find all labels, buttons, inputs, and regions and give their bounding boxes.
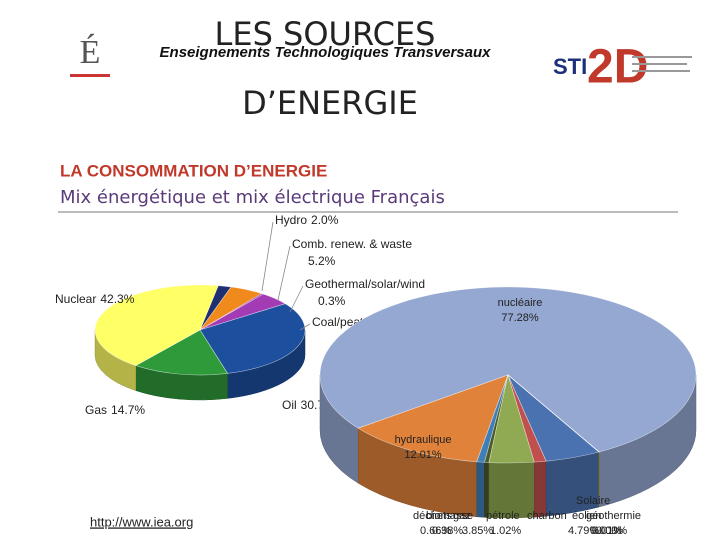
value-label: 2.0% xyxy=(311,213,339,227)
slice-label: Nuclear 42.3% xyxy=(55,292,135,306)
slice-label: Coal/peat xyxy=(312,315,364,329)
section-subheading: Mix énergétique et mix électrique França… xyxy=(60,187,445,208)
category-label: éolien xyxy=(572,510,601,522)
slice-label: Gas 14.7% xyxy=(85,403,145,417)
logo-left-box xyxy=(62,40,112,90)
leader-line xyxy=(261,221,274,292)
logo-right-2d: 2D xyxy=(587,41,648,94)
slice xyxy=(135,329,229,376)
category-label: Comb. renew. & waste xyxy=(292,237,412,251)
banner: Enseignements Technologiques Transversau… xyxy=(160,44,492,61)
value-label: 0.3% xyxy=(318,294,346,308)
logo-right-line xyxy=(632,63,687,65)
category-label: Gas xyxy=(85,403,107,417)
category-label: Coal/peat xyxy=(312,315,364,329)
logo-left: É xyxy=(80,34,101,71)
category-label: hydraulique xyxy=(395,434,452,446)
value-label: 5.2% xyxy=(308,254,336,268)
value-label: 14.7% xyxy=(111,403,145,417)
slide-title-line2: D’ENERGIE xyxy=(242,84,418,122)
section-heading: LA CONSOMMATION D’ENERGIE xyxy=(60,161,327,180)
logo-right-sti: STI xyxy=(553,54,587,79)
category-label: Solaire xyxy=(576,495,610,507)
value-label: 0.01% xyxy=(592,525,623,537)
logo-right-line xyxy=(632,56,692,58)
value-label: 0.00% xyxy=(596,525,627,537)
category-label: géothermie xyxy=(586,510,641,522)
leader-line xyxy=(289,285,304,313)
value-label: 1.02% xyxy=(490,525,521,537)
category-label: Geothermal/solar/wind xyxy=(305,277,425,291)
value-label: 3.85% xyxy=(462,525,493,537)
value-label: 0.00% xyxy=(590,525,621,537)
category-label: nucléaire xyxy=(498,297,543,309)
separator xyxy=(58,211,678,213)
value-label: 0.38% xyxy=(432,525,463,537)
slice-label: Hydro 2.0% xyxy=(275,213,339,227)
value-label: 0.66% xyxy=(420,525,451,537)
charts: Hydro 2.0% Comb. renew. & waste 5.2% Geother… xyxy=(55,213,697,537)
slice xyxy=(319,286,697,453)
category-label: gaz xyxy=(453,510,471,522)
slice-side xyxy=(534,460,547,518)
slice xyxy=(357,374,509,463)
slide-title-line1: LES SOURCES xyxy=(215,15,436,53)
category-label: Hydro xyxy=(275,213,307,227)
value-label: 12.01% xyxy=(404,449,442,461)
leader-line xyxy=(299,323,311,331)
value-label: 77.28% xyxy=(501,312,539,324)
logo-left-bar xyxy=(70,74,110,77)
value-label: 42.3% xyxy=(100,292,134,306)
logo-right-line xyxy=(632,70,690,72)
source-link[interactable]: http://www.iea.org xyxy=(90,514,193,529)
value-label: 4.79% xyxy=(568,525,599,537)
slice xyxy=(94,284,219,366)
category-label: Nuclear xyxy=(55,292,96,306)
category-label: déchets xyxy=(413,510,452,522)
slice-side xyxy=(476,461,485,518)
slice xyxy=(199,303,306,374)
category-label: biomasse xyxy=(426,510,473,522)
leader-line xyxy=(277,245,291,301)
category-label: pétrole xyxy=(486,510,520,522)
category-label: charbon xyxy=(527,510,567,522)
category-label: Oil xyxy=(282,398,297,412)
